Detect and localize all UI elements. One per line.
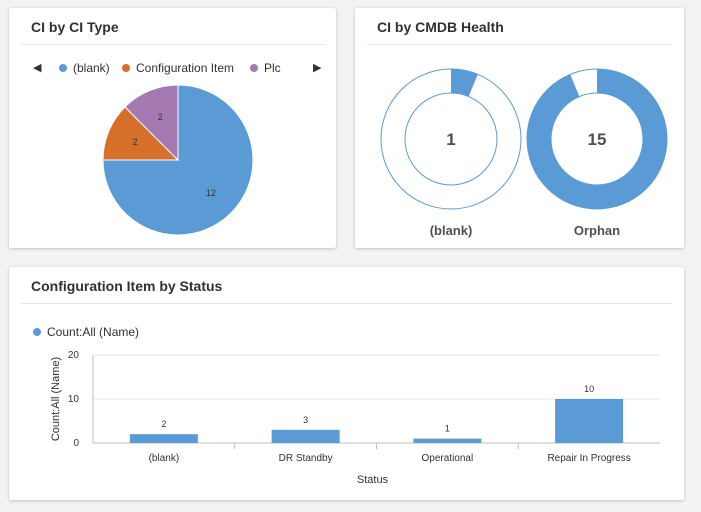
- x-axis-title: Status: [357, 474, 389, 486]
- bar-data-label: 2: [161, 419, 166, 429]
- legend-item-blank[interactable]: (blank): [59, 61, 110, 75]
- legend-label: Plc: [264, 61, 281, 75]
- pie-slice-configuration-item[interactable]: [102, 106, 180, 161]
- legend-item-configuration-item[interactable]: Configuration Item: [122, 61, 234, 75]
- pie-data-label: 12: [206, 188, 216, 198]
- bar-blank[interactable]: [129, 434, 198, 443]
- ci-by-ci-type-card: CI by CI Type ◀ (blank) Configuration It…: [9, 8, 336, 248]
- x-tick-label: Repair In Progress: [547, 453, 630, 464]
- bar-dr-standby[interactable]: [271, 429, 340, 443]
- x-tick-label: (blank): [149, 453, 180, 464]
- legend-dot-icon: [59, 64, 67, 72]
- pie-slice-plc[interactable]: [124, 84, 179, 162]
- configuration-item-by-status-card: Configuration Item by Status Count:All (…: [9, 267, 684, 500]
- cmdb-health-donut-charts: 1 (blank) 15 Orphan: [380, 68, 668, 238]
- legend-dot-icon: [33, 328, 41, 336]
- donut-category-label: Orphan: [574, 223, 620, 238]
- bar-data-label: 3: [303, 415, 308, 425]
- bar-data-label: 1: [445, 424, 450, 434]
- cmdb-health-title: CI by CMDB Health: [377, 19, 504, 35]
- status-title: Configuration Item by Status: [31, 278, 223, 294]
- donut-arc-orphan[interactable]: [527, 69, 667, 209]
- status-divider: [21, 303, 672, 304]
- donut-center-value: 1: [446, 130, 455, 149]
- legend-label: Count:All (Name): [47, 325, 140, 339]
- donut-category-label: (blank): [430, 223, 473, 238]
- donut-arc-blank[interactable]: [451, 69, 478, 97]
- x-tick-label: DR Standby: [279, 453, 333, 464]
- pie-data-label: 2: [158, 112, 163, 122]
- legend-label: Configuration Item: [136, 61, 235, 75]
- bar-repair-in-progress[interactable]: [555, 399, 624, 443]
- ci-type-title: CI by CI Type: [31, 19, 119, 35]
- caret-left-icon[interactable]: ◀: [33, 62, 42, 74]
- caret-right-icon[interactable]: ▶: [313, 62, 322, 74]
- x-tick-label: Operational: [422, 453, 474, 464]
- ci-type-pie-chart: 12 2 2: [102, 84, 254, 236]
- legend-label: (blank): [73, 61, 110, 75]
- y-axis-title: Count:All (Name): [50, 357, 62, 441]
- bar-operational[interactable]: [413, 438, 482, 443]
- cmdb-health-divider: [367, 44, 672, 45]
- status-legend-item[interactable]: Count:All (Name): [33, 325, 139, 339]
- y-tick-label: 10: [68, 394, 80, 405]
- ci-type-legend: ◀ (blank) Configuration Item Plc ▶: [27, 61, 327, 77]
- pie-data-label: 2: [133, 137, 138, 147]
- ci-by-cmdb-health-card: CI by CMDB Health 1 (blank) 15 Orphan: [355, 8, 684, 248]
- legend-item-plc[interactable]: Plc: [250, 61, 281, 75]
- status-bar-chart: 0 10 20 Count:All (Name) 2 (blank) 3 DR Standby…: [50, 350, 660, 486]
- legend-dot-icon: [250, 64, 258, 72]
- donut-center-value: 15: [588, 130, 607, 149]
- ci-type-divider: [21, 44, 324, 45]
- legend-dot-icon: [122, 64, 130, 72]
- y-tick-label: 20: [68, 350, 80, 361]
- y-tick-label: 0: [73, 438, 79, 449]
- pie-slice-blank[interactable]: [102, 84, 254, 236]
- bar-data-label: 10: [584, 384, 594, 394]
